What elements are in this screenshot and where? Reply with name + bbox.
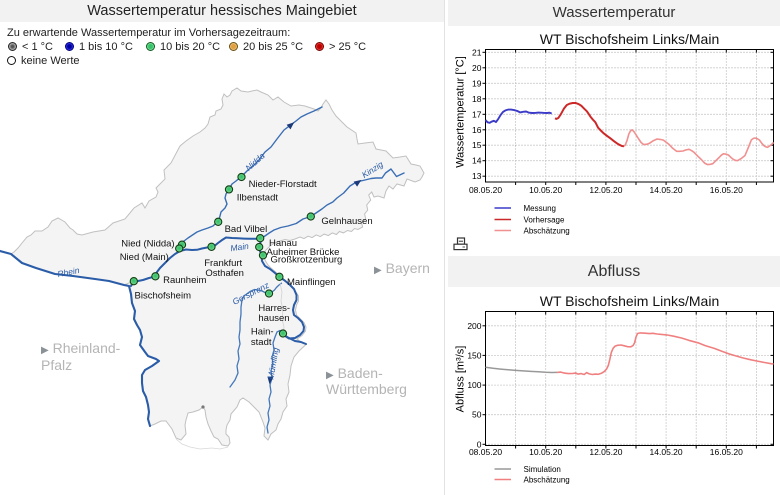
svg-text:Auheimer Brücke: Auheimer Brücke — [267, 247, 340, 258]
svg-text:stadt: stadt — [251, 337, 272, 348]
svg-text:▶ Baden-: ▶ Baden- — [326, 365, 383, 381]
svg-text:Bischofsheim: Bischofsheim — [135, 291, 192, 302]
svg-text:Hain-: Hain- — [251, 327, 274, 338]
svg-text:08.05.20: 08.05.20 — [469, 185, 502, 195]
svg-text:17: 17 — [472, 109, 482, 119]
svg-text:Württemberg: Württemberg — [326, 381, 407, 397]
svg-text:14.05.20: 14.05.20 — [650, 447, 683, 457]
svg-text:18: 18 — [472, 94, 482, 104]
svg-text:Main: Main — [230, 241, 250, 254]
svg-text:▶ Bayern: ▶ Bayern — [374, 260, 430, 276]
svg-text:Ilbenstadt: Ilbenstadt — [237, 192, 279, 203]
svg-text:12.05.20: 12.05.20 — [589, 185, 622, 195]
svg-text:WT Bischofsheim Links/Main: WT Bischofsheim Links/Main — [540, 293, 719, 309]
svg-text:16.05.20: 16.05.20 — [710, 185, 743, 195]
svg-text:Nied (Main): Nied (Main) — [120, 252, 169, 263]
svg-text:Osthafen: Osthafen — [205, 268, 244, 279]
svg-text:16.05.20: 16.05.20 — [710, 447, 743, 457]
svg-text:Mainflingen: Mainflingen — [287, 277, 336, 288]
svg-text:Gelnhausen: Gelnhausen — [321, 216, 372, 227]
svg-text:150: 150 — [467, 350, 481, 360]
svg-text:15: 15 — [472, 140, 482, 150]
svg-text:200: 200 — [467, 321, 481, 331]
svg-text:Pfalz: Pfalz — [41, 357, 72, 373]
svg-text:Wassertemperatur [°C]: Wassertemperatur [°C] — [454, 56, 466, 168]
svg-text:Messung: Messung — [524, 204, 556, 213]
svg-text:16: 16 — [472, 125, 482, 135]
svg-text:Nieder-Florstadt: Nieder-Florstadt — [249, 179, 317, 190]
svg-text:13: 13 — [472, 171, 482, 181]
svg-text:▶ Rheinland-: ▶ Rheinland- — [41, 340, 121, 356]
svg-text:14: 14 — [472, 156, 482, 166]
svg-text:Bad Vilbel: Bad Vilbel — [225, 224, 268, 235]
svg-text:Nied (Nidda): Nied (Nidda) — [121, 238, 174, 249]
svg-text:19: 19 — [472, 78, 482, 88]
svg-text:20: 20 — [472, 63, 482, 73]
svg-text:14.05.20: 14.05.20 — [650, 185, 683, 195]
svg-text:Rhein: Rhein — [57, 265, 81, 279]
svg-text:12.05.20: 12.05.20 — [589, 447, 622, 457]
svg-text:Großkrotzenburg: Großkrotzenburg — [271, 255, 343, 266]
svg-text:100: 100 — [467, 380, 481, 390]
svg-text:10.05.20: 10.05.20 — [529, 185, 562, 195]
svg-text:10.05.20: 10.05.20 — [529, 447, 562, 457]
svg-text:hausen: hausen — [258, 313, 289, 324]
svg-text:Harres-: Harres- — [258, 303, 290, 314]
svg-text:Vorhersage: Vorhersage — [524, 216, 565, 225]
svg-text:08.05.20: 08.05.20 — [469, 447, 502, 457]
svg-text:0: 0 — [477, 439, 482, 449]
svg-text:21: 21 — [472, 47, 482, 57]
svg-text:Raunheim: Raunheim — [163, 275, 206, 286]
svg-text:Hanau: Hanau — [269, 238, 297, 249]
svg-text:Simulation: Simulation — [524, 465, 561, 474]
svg-text:WT Bischofsheim Links/Main: WT Bischofsheim Links/Main — [540, 31, 719, 47]
svg-text:Abschätzung: Abschätzung — [524, 227, 570, 236]
svg-text:Abschätzung: Abschätzung — [524, 476, 570, 485]
svg-text:50: 50 — [472, 410, 482, 420]
svg-text:Frankfurt: Frankfurt — [204, 258, 242, 269]
svg-text:Abfluss [m³/s]: Abfluss [m³/s] — [454, 346, 466, 413]
